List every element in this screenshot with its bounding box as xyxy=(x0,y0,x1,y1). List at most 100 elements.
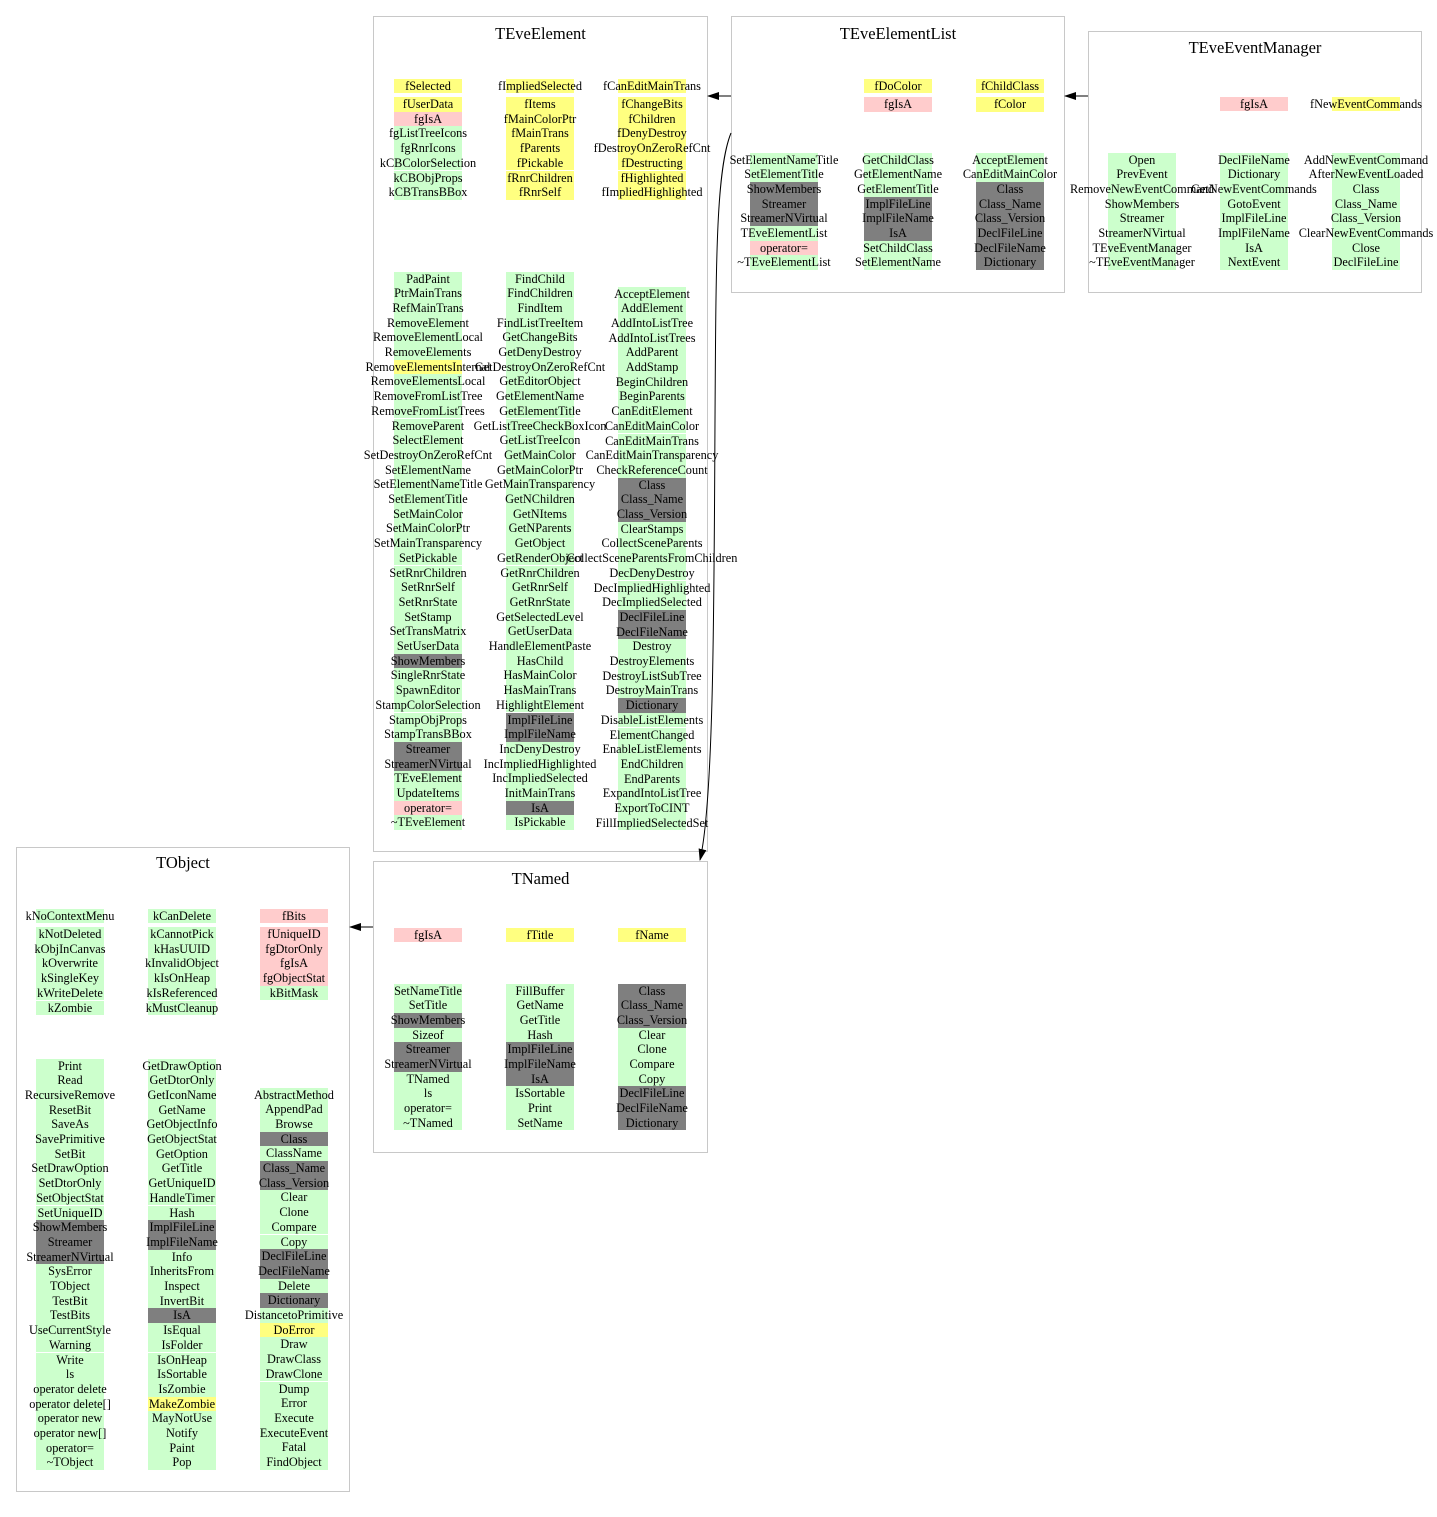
method-item[interactable]: AddIntoListTrees xyxy=(609,330,696,346)
method-item[interactable]: Draw xyxy=(260,1337,328,1353)
method-item[interactable]: GetRnrChildren xyxy=(500,565,580,581)
method-item[interactable]: Class xyxy=(618,983,686,999)
attribute-item[interactable]: fMainTrans xyxy=(506,126,574,142)
method-item[interactable]: StreamerNVirtual xyxy=(740,211,828,226)
method-item[interactable]: RemoveFromListTree xyxy=(374,389,482,404)
method-item[interactable]: DistancetoPrimitive xyxy=(245,1308,343,1323)
method-item[interactable]: IsFolder xyxy=(148,1337,216,1353)
attribute-item[interactable]: fUserData xyxy=(394,97,462,112)
method-item[interactable]: DisableListElements xyxy=(601,712,703,728)
method-item[interactable]: IsZombie xyxy=(148,1381,216,1397)
method-item[interactable]: GetObjectStat xyxy=(147,1132,217,1147)
method-item[interactable]: RemoveElementsInternal xyxy=(366,359,490,375)
method-item[interactable]: Sizeof xyxy=(394,1027,462,1043)
attribute-item[interactable]: fHighlighted xyxy=(618,170,686,186)
method-item[interactable]: operator= xyxy=(750,240,818,256)
method-item[interactable]: ShowMembers xyxy=(747,181,821,197)
method-item[interactable]: IsA xyxy=(148,1308,216,1324)
method-item[interactable]: TestBits xyxy=(36,1308,104,1324)
attribute-item[interactable]: kCBColorSelection xyxy=(380,155,476,171)
attribute-item[interactable]: fDenyDestroy xyxy=(617,126,687,142)
method-item[interactable]: Class xyxy=(976,181,1044,197)
method-item[interactable]: SetDrawOption xyxy=(31,1161,109,1177)
method-item[interactable]: GetUniqueID xyxy=(148,1176,216,1191)
method-item[interactable]: Class_Version xyxy=(617,1012,687,1028)
method-item[interactable]: GetNItems xyxy=(506,506,574,522)
method-item[interactable]: GetListTreeCheckBoxIcon xyxy=(474,418,606,434)
method-item[interactable]: CanEditMainColor xyxy=(605,418,699,434)
method-item[interactable]: Hash xyxy=(148,1205,216,1221)
method-item[interactable]: SetUniqueID xyxy=(36,1205,104,1221)
method-item[interactable]: Compare xyxy=(618,1057,686,1072)
method-item[interactable]: ResetBit xyxy=(36,1102,104,1118)
method-item[interactable]: AfterNewEventLoaded xyxy=(1309,167,1423,182)
method-item[interactable]: SetElementNameTitle xyxy=(730,152,838,168)
method-item[interactable]: StampObjProps xyxy=(389,712,467,728)
method-item[interactable]: ClearStamps xyxy=(618,521,686,537)
method-item[interactable]: IsEqual xyxy=(148,1323,216,1338)
attribute-item[interactable]: kWriteDelete xyxy=(36,985,104,1001)
method-item[interactable]: AddIntoListTree xyxy=(611,315,693,331)
method-item[interactable]: TObject xyxy=(36,1279,104,1294)
attribute-item[interactable]: kOverwrite xyxy=(36,956,104,972)
method-item[interactable]: GetSelectedLevel xyxy=(496,609,584,625)
method-item[interactable]: SetName xyxy=(506,1115,574,1131)
method-item[interactable]: Compare xyxy=(260,1219,328,1235)
attribute-item[interactable]: kCBTransBBox xyxy=(389,185,467,200)
method-item[interactable]: FillBuffer xyxy=(506,983,574,999)
method-item[interactable]: EnableListElements xyxy=(602,742,702,757)
method-item[interactable]: AddNewEventCommand xyxy=(1304,152,1428,168)
method-item[interactable]: GetMainTransparency xyxy=(485,477,595,492)
method-item[interactable]: StampColorSelection xyxy=(375,697,481,713)
method-item[interactable]: ImplFileLine xyxy=(506,712,574,728)
method-item[interactable]: CheckReferenceCount xyxy=(596,462,708,478)
method-item[interactable]: UseCurrentStyle xyxy=(29,1323,111,1338)
method-item[interactable]: Warning xyxy=(36,1337,104,1353)
method-item[interactable]: EndParents xyxy=(618,771,686,787)
class-box-tnamed[interactable] xyxy=(373,861,708,1153)
attribute-item[interactable]: fMainColorPtr xyxy=(504,111,576,127)
method-item[interactable]: Class_Name xyxy=(976,196,1044,212)
attribute-item[interactable]: kZombie xyxy=(36,1000,104,1016)
method-item[interactable]: Print xyxy=(506,1101,574,1116)
attribute-item[interactable]: fName xyxy=(618,927,686,943)
method-item[interactable]: HighlightElement xyxy=(496,697,584,713)
method-item[interactable]: Clone xyxy=(618,1042,686,1057)
method-item[interactable]: GetRnrState xyxy=(506,594,574,610)
method-item[interactable]: GetRnrSelf xyxy=(506,580,574,595)
method-item[interactable]: ImplFileName xyxy=(504,727,576,742)
method-item[interactable]: SetMainColor xyxy=(393,506,463,522)
method-item[interactable]: Fatal xyxy=(260,1440,328,1455)
method-item[interactable]: Class_Version xyxy=(975,211,1045,226)
method-item[interactable]: InheritsFrom xyxy=(148,1264,216,1279)
method-item[interactable]: FindItem xyxy=(506,300,574,316)
method-item[interactable]: IncImpliedHighlighted xyxy=(484,756,596,772)
method-item[interactable]: RemoveParent xyxy=(392,418,464,434)
method-item[interactable]: FindObject xyxy=(260,1455,328,1470)
method-item[interactable]: SetTransMatrix xyxy=(390,624,466,639)
class-box-teveelementlist[interactable] xyxy=(731,16,1065,293)
method-item[interactable]: RemoveFromListTrees xyxy=(371,403,485,419)
method-item[interactable]: SetElementTitle xyxy=(744,167,824,182)
method-item[interactable]: ExpandIntoListTree xyxy=(603,786,701,801)
method-item[interactable]: DeclFileName xyxy=(616,1101,688,1116)
method-item[interactable]: SetTitle xyxy=(394,998,462,1013)
method-item[interactable]: Print xyxy=(36,1058,104,1074)
method-item[interactable]: DecDenyDestroy xyxy=(609,565,695,581)
method-item[interactable]: Streamer xyxy=(1108,211,1176,226)
method-item[interactable]: ImplFileLine xyxy=(148,1220,216,1235)
method-item[interactable]: SetChildClass xyxy=(863,240,933,256)
method-item[interactable]: ~TNamed xyxy=(394,1115,462,1131)
method-item[interactable]: DestroyElements xyxy=(610,654,694,669)
method-item[interactable]: Dictionary xyxy=(618,698,686,713)
method-item[interactable]: Streamer xyxy=(394,1042,462,1057)
method-item[interactable]: FindChild xyxy=(506,271,574,287)
method-item[interactable]: Inspect xyxy=(148,1279,216,1294)
method-item[interactable]: Clear xyxy=(260,1190,328,1206)
attribute-item[interactable]: fgListTreeIcons xyxy=(389,126,467,142)
method-item[interactable]: Streamer xyxy=(394,741,462,757)
method-item[interactable]: AppendPad xyxy=(260,1102,328,1117)
method-item[interactable]: Info xyxy=(148,1249,216,1265)
method-item[interactable]: Class xyxy=(1332,181,1400,197)
method-item[interactable]: ShowMembers xyxy=(1105,196,1179,212)
